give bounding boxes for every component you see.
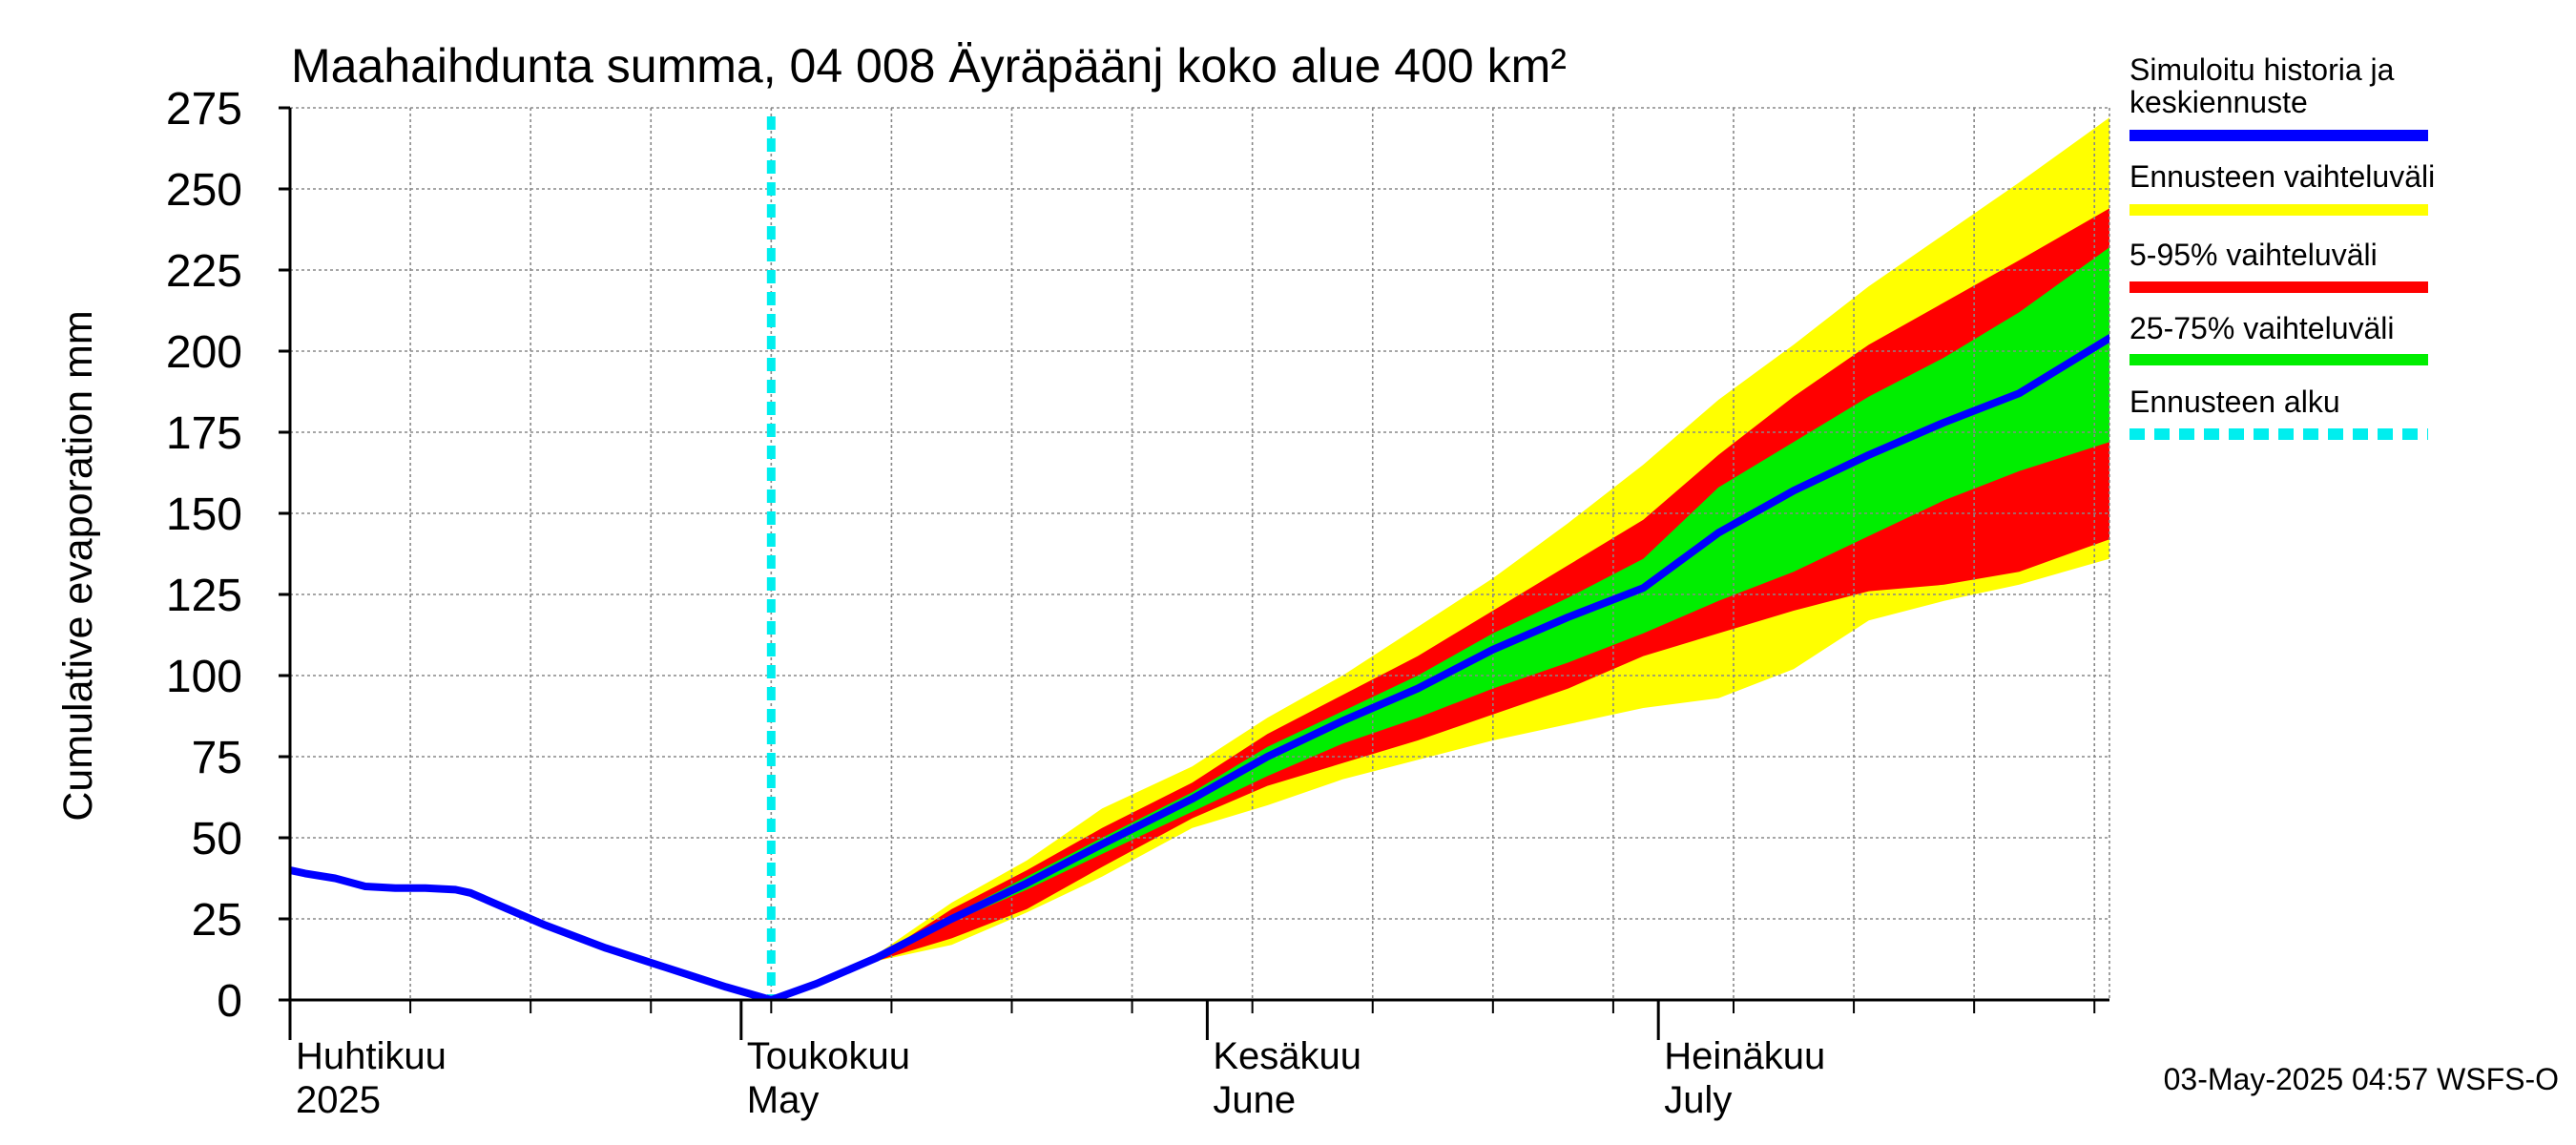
timestamp-footer: 03-May-2025 04:57 WSFS-O: [2164, 1062, 2559, 1096]
series-lines: [290, 116, 2109, 1000]
band-5-95: [771, 208, 2109, 1000]
legend-label: Simuloitu historia ja: [2129, 52, 2395, 87]
y-tick-label: 50: [192, 814, 242, 864]
legend-label: Ennusteen vaihteluväli: [2129, 159, 2435, 194]
month-label-primary: Toukokuu: [747, 1035, 910, 1077]
median-forecast-line: [767, 334, 2109, 1000]
y-tick-label: 100: [166, 652, 242, 702]
y-tick-label: 0: [217, 976, 242, 1027]
month-label-primary: Huhtikuu: [296, 1035, 447, 1077]
month-label-secondary: July: [1664, 1079, 1732, 1121]
legend-label: 5-95% vaihteluväli: [2129, 238, 2378, 272]
y-tick-labels: 0 25 50 75 100 125 150 175 200 225 250 275: [166, 84, 242, 1027]
y-tick-label: 150: [166, 489, 242, 540]
y-tick-label: 25: [192, 895, 242, 946]
y-tick-label: 250: [166, 165, 242, 216]
legend-label: keskiennuste: [2129, 85, 2308, 119]
month-label-secondary: June: [1213, 1079, 1296, 1121]
month-label-secondary: 2025: [296, 1079, 381, 1121]
legend-label: Ennusteen alku: [2129, 385, 2340, 419]
history-line: [290, 865, 776, 1000]
month-label-primary: Heinäkuu: [1664, 1035, 1825, 1077]
y-tick-label: 75: [192, 733, 242, 783]
month-label-primary: Kesäkuu: [1213, 1035, 1361, 1077]
forecast-bands: [771, 117, 2109, 1000]
legend-label: 25-75% vaihteluväli: [2129, 311, 2395, 345]
y-tick-label: 200: [166, 327, 242, 378]
axes: [279, 106, 2109, 1040]
chart-title: Maahaihdunta summa, 04 008 Äyräpäänj kok…: [291, 39, 1567, 93]
y-tick-label: 225: [166, 246, 242, 297]
month-label-secondary: May: [747, 1079, 820, 1121]
y-tick-label: 275: [166, 84, 242, 135]
y-tick-label: 125: [166, 571, 242, 621]
y-tick-label: 175: [166, 408, 242, 459]
y-axis-title: Cumulative evaporation mm: [55, 310, 101, 821]
